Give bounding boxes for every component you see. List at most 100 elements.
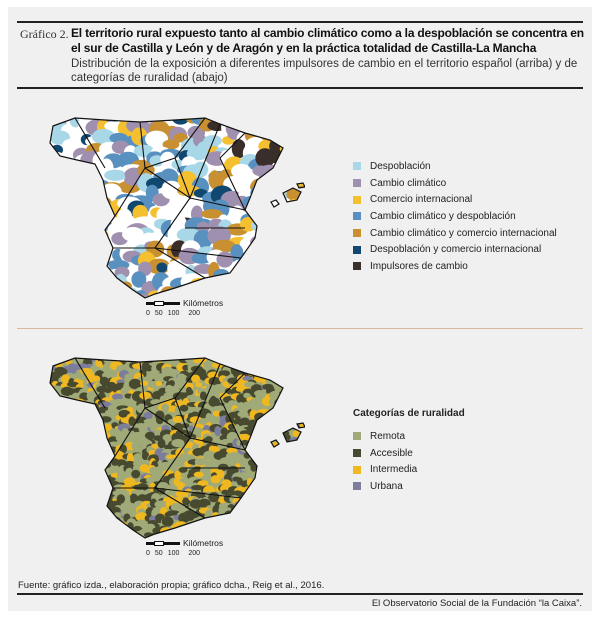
map-region-patch [216,251,234,268]
map-region-patch [83,480,91,490]
map-region-patch [82,198,95,210]
map-region-patch [109,516,121,526]
map-region-patch [281,169,293,184]
map-region-patch [54,280,67,298]
map-region-patch [90,533,102,538]
map-region-patch [224,292,239,298]
map-region-patch [61,302,78,303]
map-region-patch [79,491,88,503]
map-region-patch [302,170,305,183]
scale-tick: 200 [188,550,201,557]
map-region-patch [89,244,101,259]
map-region-patch [94,457,107,467]
map-region-patch [50,440,51,447]
map-region-patch [295,349,305,357]
map-region-patch [162,434,173,441]
map-region-patch [214,426,222,437]
legend-item: Intermedia [353,461,465,478]
map-region-patch [235,532,247,538]
map-region-patch [246,285,270,298]
map-region-patch [78,407,85,418]
map-region-patch [266,359,279,367]
map-region-patch [50,255,53,272]
map-region-patch [87,413,101,420]
map-region-patch [254,540,265,543]
map-region-patch [50,437,59,448]
map-region-patch [91,502,102,511]
map-region-patch [273,118,294,130]
map-region-patch [284,386,296,395]
map-region-patch [258,481,265,492]
scale-unit: Kilómetros [183,298,224,308]
map-region-patch [131,539,143,543]
map-region-patch [219,519,232,530]
map-region-patch [68,454,79,461]
map-region-patch [261,426,270,433]
map-region-patch [131,440,139,451]
map-region-patch [267,459,274,465]
map-region-patch [77,414,88,421]
map-region-patch [269,478,282,484]
map-region-patch [58,499,71,510]
map-region-patch [254,534,261,538]
map-region-patch [290,296,305,298]
map-region-patch [50,358,54,362]
map-region-patch [284,360,296,370]
map-region-patch [92,450,101,460]
map-region-patch [54,429,65,439]
map-region-patch [249,448,259,454]
map-region-patch [94,508,106,519]
map-region-patch [267,358,279,367]
map-region-patch [91,375,101,382]
map-region-patch [62,142,79,153]
map-region-patch [77,205,92,222]
map-region-patch [54,462,61,472]
map-region-patch [118,525,129,532]
map-region-patch [63,524,74,532]
map-region-patch [95,517,106,525]
map-region-patch [50,383,51,391]
map-region-patch [282,508,292,515]
map-region-patch [50,427,52,438]
legend-swatch [353,262,361,271]
map-region-patch [91,208,107,220]
map-region-patch [228,283,247,297]
map-region-patch [182,510,196,521]
map-region-patch [278,169,296,189]
map-region-patch [50,358,60,365]
map-region-patch [144,431,156,440]
map-region-patch [193,523,206,532]
map-region-patch [274,534,288,538]
map-region-patch [237,358,245,362]
map-region-patch [70,498,80,509]
map-region-patch [195,358,209,364]
map-region-patch [274,237,298,253]
map-region-patch [94,497,105,504]
map-region-patch [297,454,305,462]
map-region-patch [284,471,294,481]
map-region-patch [50,470,53,480]
map-region-patch [62,402,69,411]
map-region-patch [224,388,232,395]
map-region-patch [59,358,71,361]
map-region-patch [45,531,50,536]
map-region-patch [96,537,107,538]
map-region-patch [272,536,281,538]
map-region-patch [87,516,99,524]
map-region-patch [274,427,284,434]
map-region-patch [177,481,185,491]
map-region-patch [207,531,220,538]
scale-tick: 0 [146,550,150,557]
map-region-patch [280,501,290,510]
map-region-patch [62,519,72,530]
map-region-patch [82,483,90,490]
map-region-patch [267,358,279,361]
map-region-patch [86,430,96,438]
map-region-patch [267,372,281,383]
map-region-patch [242,375,253,382]
map-region-patch [64,161,87,174]
map-region-patch [193,161,209,178]
map-region-patch [276,470,284,475]
map-region-patch [139,118,159,123]
map-region-patch [75,478,83,487]
